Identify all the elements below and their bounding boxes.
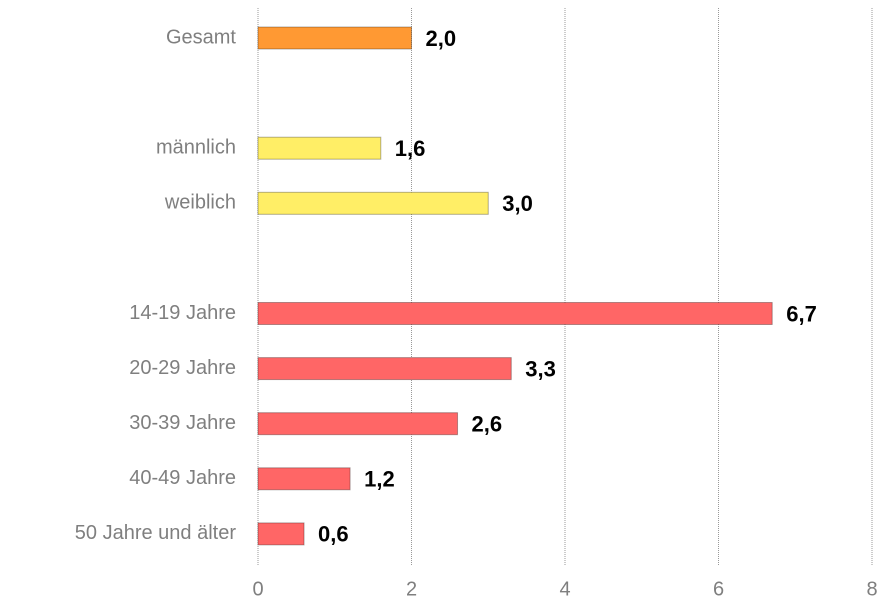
value-label: 2,6 [472,412,503,437]
bar [257,302,773,325]
bar [257,357,512,381]
bar [257,136,382,160]
y-tick-label: männlich [156,136,236,158]
y-tick-label: Gesamt [166,26,236,48]
bar [257,522,305,546]
x-tick-label: 8 [866,578,877,600]
y-tick-label: 14-19 Jahre [129,302,236,324]
value-label: 2,0 [426,26,457,51]
y-tick-label: 50 Jahre und älter [75,522,237,544]
bar [257,191,489,215]
y-tick-label: 40-49 Jahre [129,467,236,489]
x-tick-label: 6 [713,578,724,600]
x-tick-label: 4 [559,578,570,600]
x-tick-label: 2 [406,578,417,600]
value-label: 6,7 [786,301,817,326]
x-tick-label: 0 [252,578,263,600]
y-tick-label: 20-29 Jahre [129,357,236,379]
bar [257,26,412,50]
value-label: 3,0 [502,191,533,216]
value-label: 1,6 [395,136,426,161]
value-label: 0,6 [318,522,349,547]
bar [257,412,459,436]
value-label: 1,2 [364,467,395,492]
bar [257,467,351,491]
y-tick-label: 30-39 Jahre [129,412,236,434]
y-tick-label: weiblich [164,192,236,214]
value-label: 3,3 [525,356,556,381]
